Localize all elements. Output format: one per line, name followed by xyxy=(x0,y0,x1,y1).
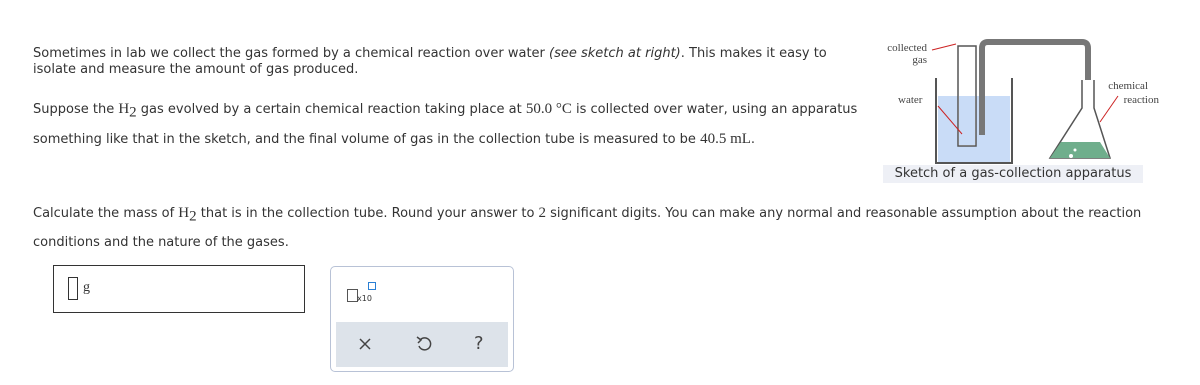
icon xyxy=(347,289,358,302)
question-paragraph: Calculate the mass of H2 that is in the … xyxy=(33,200,1163,256)
label: reaction xyxy=(1124,94,1160,106)
undo-button[interactable] xyxy=(416,335,432,353)
input-slot[interactable] xyxy=(68,277,78,300)
arrow xyxy=(931,43,957,51)
subscript: 2 xyxy=(129,104,137,121)
label: water xyxy=(898,94,923,106)
formula: H xyxy=(178,205,190,221)
setup-paragraph: Suppose the H2 gas evolved by a certain … xyxy=(33,96,863,153)
exponent-button[interactable]: x10 xyxy=(345,281,376,305)
text: (see sketch at right) xyxy=(549,46,681,61)
text: significant digits. You can make any nor… xyxy=(33,206,1142,250)
icon xyxy=(368,282,376,290)
button-label: x10 xyxy=(357,294,372,303)
clear-button[interactable] xyxy=(358,337,372,351)
apparatus-sketch: collected gas water chemical reaction xyxy=(887,39,1160,164)
bubble xyxy=(1069,154,1073,158)
unit: g xyxy=(83,280,90,295)
subscript: 2 xyxy=(189,208,197,225)
pipe xyxy=(979,39,1091,135)
sketch-caption: Sketch of a gas-collection apparatus xyxy=(883,165,1143,183)
intro-paragraph: Sometimes in lab we collect the gas form… xyxy=(33,46,853,78)
toolbar: ? xyxy=(336,322,508,367)
text: . This makes it easy to isolate and meas… xyxy=(33,46,827,77)
text: Calculate the mass of xyxy=(33,206,179,221)
formula: H xyxy=(118,101,130,117)
help-button[interactable]: ? xyxy=(474,333,484,354)
beaker xyxy=(935,78,1013,164)
text: Suppose the xyxy=(33,102,119,117)
label: collected xyxy=(887,42,927,54)
text: is collected over water, using an appara… xyxy=(33,102,858,147)
answer-input[interactable]: g xyxy=(53,265,305,313)
text: Sometimes in lab we collect the gas form… xyxy=(33,46,550,61)
arrow xyxy=(937,105,963,135)
math-panel: x10 ? xyxy=(330,266,514,372)
tube-water xyxy=(959,96,975,145)
arrow xyxy=(1099,95,1119,123)
bubble xyxy=(1073,148,1077,152)
volume: 40.5 mL xyxy=(700,130,751,147)
text: that is in the collection tube. Round yo… xyxy=(196,206,539,221)
digits: 2 xyxy=(538,205,547,221)
reaction-liquid xyxy=(1050,142,1110,158)
label: chemical xyxy=(1108,80,1148,92)
text: gas evolved by a certain chemical reacti… xyxy=(136,102,526,117)
text: . xyxy=(750,131,756,147)
temperature: 50.0 °C xyxy=(525,101,572,117)
label: gas xyxy=(912,54,927,66)
